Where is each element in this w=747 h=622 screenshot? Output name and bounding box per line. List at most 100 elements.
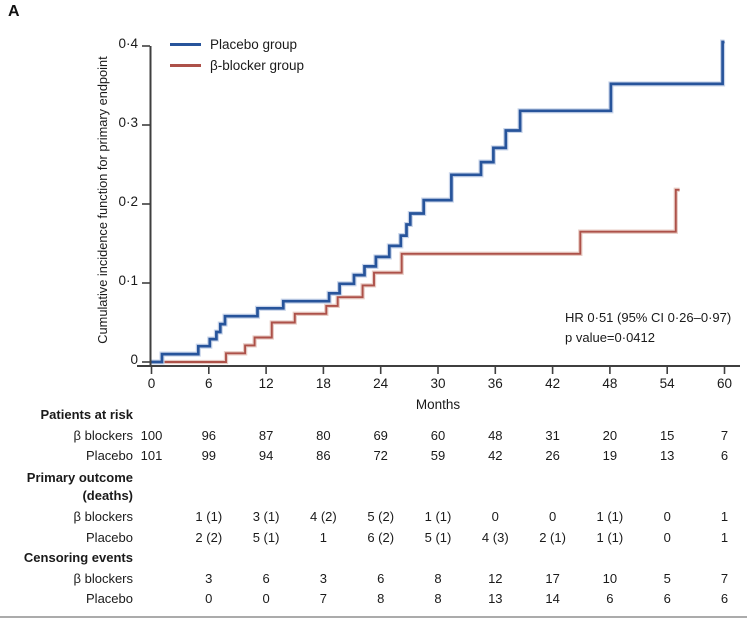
table-cell: 7: [720, 428, 729, 443]
panel-label: A: [8, 3, 20, 20]
table-cell: 1 (1): [596, 509, 624, 524]
table-row-label: β blockers: [73, 571, 134, 586]
table-cell: 14: [545, 591, 560, 606]
table-cell: 26: [545, 448, 560, 463]
beta_blocker-legend-line: [170, 64, 201, 67]
x-tick-label: 60: [717, 376, 732, 391]
table-cell: 6 (2): [367, 530, 395, 545]
table-cell: 1 (1): [596, 530, 624, 545]
x-tick-label: 36: [488, 376, 503, 391]
table-cell: 86: [316, 448, 331, 463]
legend-label: Placebo group: [210, 37, 298, 52]
table-cell: 6: [377, 571, 385, 586]
table-cell: 6: [720, 591, 729, 606]
hr-text: HR 0·51 (95% CI 0·26–0·97): [565, 310, 732, 325]
x-tick-label: 54: [660, 376, 676, 391]
table-cell: 4 (2): [310, 509, 337, 524]
table-cell: 94: [258, 448, 274, 463]
table-cell: 8: [377, 591, 385, 606]
table-cell: 0: [262, 591, 270, 606]
legend-label: β-blocker group: [210, 58, 305, 73]
table-cell: 31: [545, 428, 560, 443]
table-cell: 0: [663, 509, 671, 524]
x-tick-label: 42: [545, 376, 560, 391]
table-cell: 101: [140, 448, 163, 463]
x-tick-label: 48: [602, 376, 617, 391]
table-cell: 0: [205, 591, 213, 606]
table-cell: 15: [659, 428, 675, 443]
table-cell: 1 (1): [424, 509, 452, 524]
table-cell: 2 (1): [539, 530, 566, 545]
table-cell: 42: [488, 448, 503, 463]
table-row-label: Placebo: [86, 591, 133, 606]
table-cell: 0: [663, 530, 671, 545]
pvalue-text: p value=0·0412: [565, 329, 655, 345]
table-cell: 1 (1): [195, 509, 223, 524]
y-tick-label: 0·1: [118, 273, 138, 288]
x-tick-label: 0: [148, 376, 156, 391]
table-cell: 99: [201, 448, 217, 463]
table-cell: 1: [720, 509, 729, 524]
table-row-label: β blockers: [73, 428, 134, 443]
table-cell: 10: [602, 571, 618, 586]
table-cell: 72: [373, 448, 388, 463]
table-section-header: Patients at risk: [40, 407, 134, 422]
table-cell: 13: [488, 591, 503, 606]
table-cell: 6: [606, 591, 614, 606]
table-cell: 6: [720, 448, 729, 463]
beta_blocker-curve: [151, 188, 680, 363]
legend-item-placebo: Placebo group: [170, 34, 304, 55]
table-cell: 0: [548, 509, 557, 524]
x-tick-label: 24: [373, 376, 389, 391]
table-cell: 8: [434, 571, 442, 586]
table-row-label: Placebo: [86, 530, 133, 545]
table-cell: 7: [319, 591, 327, 606]
table-section-header: Censoring events: [23, 550, 133, 565]
table-cell: 1: [319, 530, 327, 545]
table-cell: 48: [488, 428, 503, 443]
placebo-curve: [151, 40, 725, 364]
table-cell: 20: [602, 428, 618, 443]
table-cell: 7: [720, 571, 729, 586]
table-row-label: Placebo: [86, 448, 133, 463]
y-tick-label: 0·3: [118, 115, 138, 130]
table-cell: 3 (1): [252, 509, 280, 524]
table-cell: 3: [205, 571, 213, 586]
table-section-header: Primary outcome: [26, 470, 133, 485]
x-tick-label: 18: [316, 376, 331, 391]
x-tick-label: 30: [430, 376, 445, 391]
table-row-label: β blockers: [73, 509, 134, 524]
table-cell: 5: [663, 571, 671, 586]
table-cell: 60: [430, 428, 446, 443]
table-cell: 17: [545, 571, 560, 586]
table-cell: 5 (2): [367, 509, 395, 524]
x-tick-label: 12: [259, 376, 274, 391]
table-cell: 59: [430, 448, 446, 463]
y-tick-label: 0: [130, 352, 138, 367]
table-section-header: (deaths): [82, 488, 133, 503]
table-cell: 4 (3): [481, 530, 509, 545]
table-cell: 6: [262, 571, 270, 586]
bottom-rule: [0, 616, 747, 618]
y-tick-label: 0·4: [118, 36, 138, 51]
table-cell: 69: [373, 428, 388, 443]
table-cell: 19: [602, 448, 618, 463]
x-axis-title: Months: [415, 397, 461, 412]
table-cell: 80: [316, 428, 331, 443]
table-cell: 8: [434, 591, 442, 606]
table-cell: 5 (1): [252, 530, 280, 545]
table-cell: 100: [140, 428, 163, 443]
table-cell: 13: [659, 448, 675, 463]
hr-annotation: HR 0·51 (95% CI 0·26–0·97) p value=0·041…: [565, 308, 731, 347]
table-cell: 2 (2): [195, 530, 223, 545]
table-cell: 0: [491, 509, 499, 524]
x-tick-label: 6: [205, 376, 213, 391]
table-cell: 5 (1): [424, 530, 452, 545]
y-tick-label: 0·2: [118, 194, 138, 209]
table-cell: 3: [319, 571, 327, 586]
legend: Placebo group β-blocker group: [170, 34, 304, 76]
table-cell: 96: [201, 428, 217, 443]
legend-item-beta_blocker: β-blocker group: [170, 55, 304, 76]
